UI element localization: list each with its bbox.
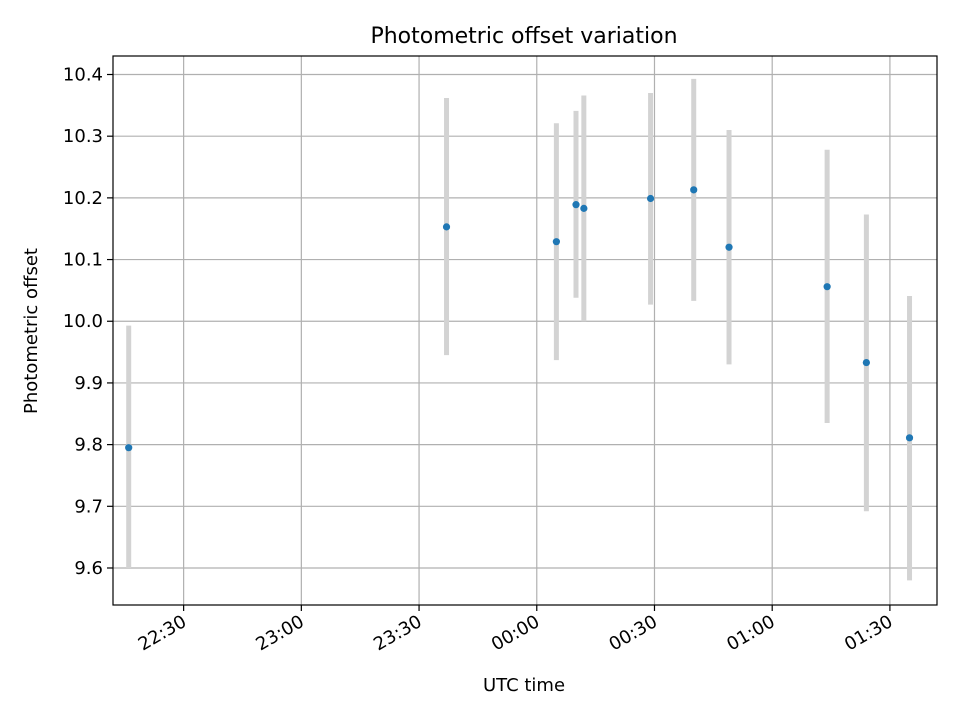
y-tick-label: 9.9	[74, 373, 103, 394]
y-tick-label: 10.4	[63, 65, 103, 86]
data-point	[552, 238, 560, 246]
data-point	[572, 201, 580, 209]
y-tick-label: 10.1	[63, 250, 103, 271]
data-point	[125, 444, 133, 452]
data-point	[690, 186, 698, 194]
data-point	[725, 243, 733, 251]
data-point	[862, 358, 870, 367]
data-point	[905, 434, 914, 442]
data-point	[442, 223, 451, 231]
y-tick-label: 10.0	[63, 311, 103, 332]
y-axis-ticks: 9.6 9.7 9.8 9.9 10.0 10.1 10.2 10.3 10.4	[63, 65, 113, 579]
y-tick-label: 10.3	[63, 126, 103, 147]
y-tick-label: 9.6	[74, 558, 103, 579]
x-axis-label: UTC time	[483, 675, 565, 696]
data-points	[125, 186, 914, 452]
y-axis-label: Photometric offset	[21, 248, 42, 414]
y-tick-label: 10.2	[63, 188, 103, 209]
plot-frame	[112, 55, 938, 606]
grid	[113, 56, 937, 605]
y-tick-label: 9.8	[74, 435, 103, 456]
chart-title: Photometric offset variation	[370, 24, 677, 49]
data-point	[823, 283, 831, 291]
y-tick-label: 9.7	[74, 496, 103, 517]
data-point	[646, 194, 655, 203]
data-point	[580, 204, 588, 212]
